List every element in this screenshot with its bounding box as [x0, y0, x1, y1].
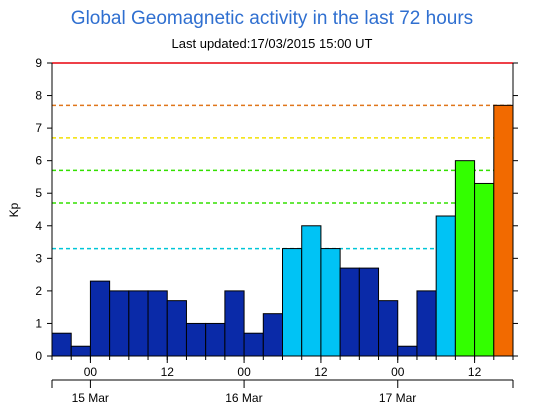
- x-tick-label: 12: [161, 365, 175, 379]
- kp-bar: [301, 225, 322, 357]
- kp-bar: [147, 290, 168, 357]
- x-tick-label: 00: [237, 365, 251, 379]
- day-label: 16 Mar: [225, 391, 262, 405]
- x-tick-label: 12: [314, 365, 328, 379]
- kp-bar: [128, 290, 149, 357]
- y-tick-label: 4: [35, 219, 42, 233]
- kp-bar: [493, 104, 514, 357]
- kp-bar: [320, 248, 341, 357]
- kp-bar: [109, 290, 130, 357]
- kp-bars: [51, 104, 514, 357]
- y-tick-label: 6: [35, 154, 42, 168]
- y-axis-label: Kp: [7, 202, 21, 217]
- day-label: 15 Mar: [72, 391, 109, 405]
- kp-bar: [262, 313, 283, 357]
- kp-bar: [474, 182, 495, 357]
- kp-bar: [224, 290, 245, 357]
- kp-bar: [454, 160, 476, 357]
- kp-bar: [166, 300, 187, 357]
- last-updated-text: Last updated:17/03/2015 15:00 UT: [171, 36, 373, 51]
- kp-bar: [339, 267, 360, 357]
- kp-bar: [378, 300, 399, 357]
- kp-bar: [358, 267, 380, 357]
- y-tick-label: 1: [35, 316, 42, 330]
- threshold-lines: [52, 62, 513, 250]
- x-tick-label: 00: [84, 365, 98, 379]
- kp-bar: [397, 345, 418, 357]
- kp-bar: [51, 332, 72, 357]
- kp-bar: [70, 345, 91, 357]
- kp-bar: [282, 248, 303, 357]
- chart-title: Global Geomagnetic activity in the last …: [70, 8, 474, 29]
- y-tick-label: 5: [35, 186, 42, 200]
- kp-bar: [185, 322, 207, 357]
- x-tick-label: 00: [391, 365, 405, 379]
- day-label: 17 Mar: [379, 391, 416, 405]
- y-tick-label: 8: [35, 89, 42, 103]
- kp-bar: [205, 322, 226, 357]
- y-tick-label: 2: [35, 284, 42, 298]
- y-tick-label: 7: [35, 121, 42, 135]
- y-tick-label: 3: [35, 251, 42, 265]
- y-tick-label: 9: [35, 56, 42, 70]
- y-tick-label: 0: [35, 349, 42, 363]
- kp-bar: [243, 332, 264, 357]
- kp-bar: [89, 280, 111, 357]
- kp-bar: [435, 215, 456, 357]
- x-tick-label: 12: [468, 365, 482, 379]
- kp-bar: [416, 290, 437, 357]
